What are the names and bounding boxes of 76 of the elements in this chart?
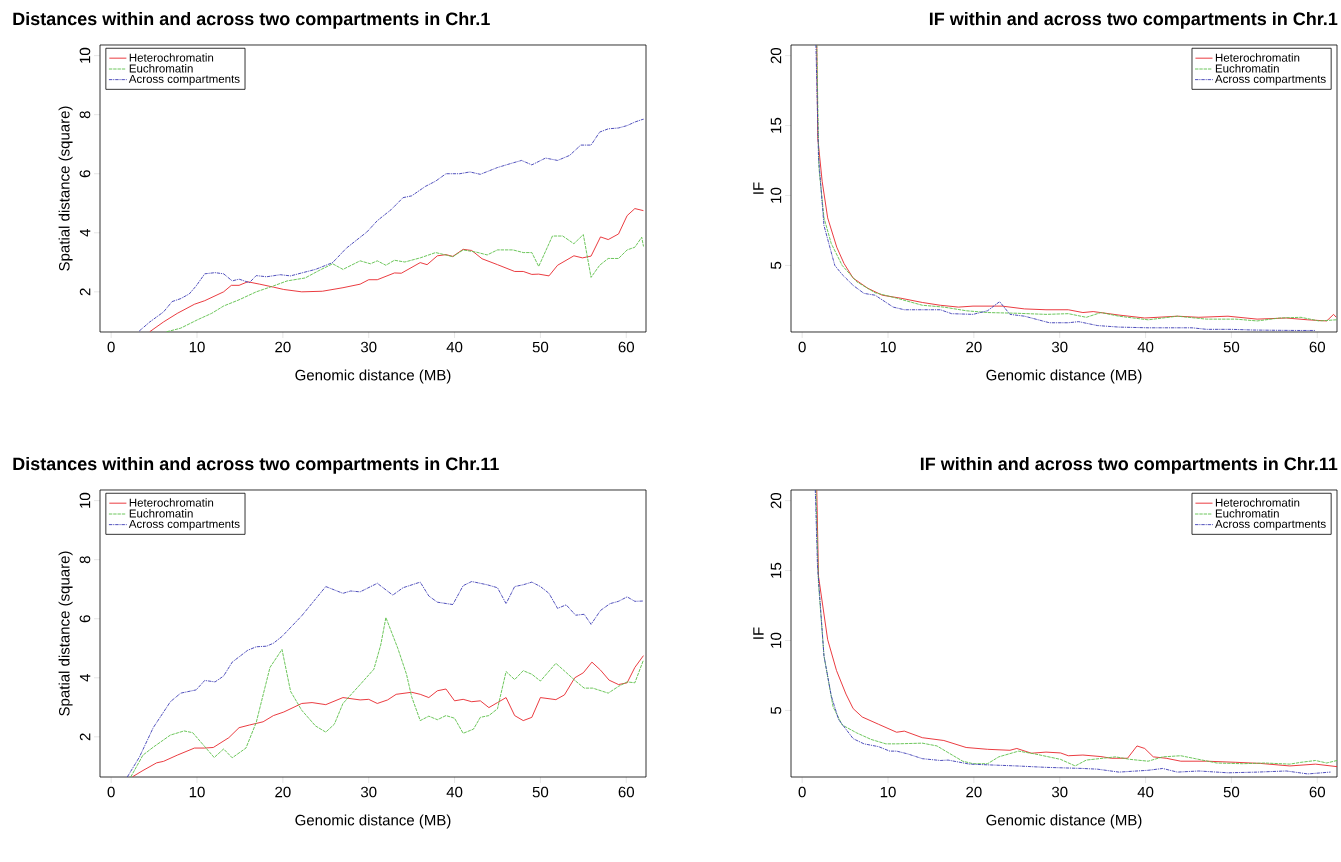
legend-label: Euchromatin (129, 509, 193, 518)
y-tick-label: 4 (79, 229, 91, 237)
legend-label: Across compartments (1214, 519, 1326, 531)
y-axis-title: IF (753, 627, 764, 639)
y-tick-label: 5 (770, 706, 782, 714)
x-tick-label: 60 (1309, 341, 1326, 353)
chart-title: Distances within and across two compartments in Chr.11 (13, 457, 499, 474)
chart-title: IF within and across two compartments in Chr.11 (920, 457, 1338, 474)
y-tick-label: 4 (79, 674, 91, 682)
x-tick-label: 40 (446, 786, 463, 798)
x-axis-title: Genomic distance (MB) (986, 814, 1142, 829)
legend-label: Heterochromatin (129, 498, 214, 507)
x-tick-label: 50 (532, 786, 549, 798)
y-tick-label: 6 (79, 615, 91, 623)
y-axis-title: Spatial distance (square) (58, 551, 73, 716)
y-tick-label: 20 (770, 492, 782, 509)
y-tick-label: 2 (79, 733, 91, 741)
legend-label: Euchromatin (129, 64, 193, 73)
x-axis-title: Genomic distance (MB) (295, 814, 451, 829)
y-tick-label: 15 (770, 117, 782, 133)
y-tick-label: 8 (79, 111, 91, 119)
y-axis-title: IF (753, 182, 764, 194)
line-series (166, 234, 644, 332)
legend-label: Heterochromatin (1215, 53, 1300, 62)
y-tick-label: 2 (79, 288, 91, 296)
x-tick-label: 10 (880, 786, 896, 798)
x-tick-label: 20 (275, 786, 291, 798)
y-tick-label: 10 (79, 47, 91, 63)
x-tick-label: 0 (107, 786, 115, 798)
x-tick-label: 30 (1051, 786, 1068, 798)
x-tick-label: 20 (966, 341, 982, 353)
legend-label: Heterochromatin (1215, 498, 1300, 507)
y-axis-title: Spatial distance (square) (58, 106, 73, 271)
x-tick-label: 40 (446, 341, 463, 353)
y-tick-label: 8 (79, 556, 91, 564)
y-tick-label: 10 (770, 187, 782, 203)
x-tick-label: 30 (360, 786, 377, 798)
x-tick-label: 40 (1137, 341, 1154, 353)
line-series (127, 581, 644, 777)
line-series (132, 655, 644, 777)
legend-label: Across compartments (1214, 74, 1326, 86)
legend-label: Euchromatin (1215, 64, 1279, 73)
x-tick-label: 60 (618, 341, 635, 353)
x-tick-label: 50 (1223, 341, 1240, 353)
legend-label: Heterochromatin (129, 53, 214, 62)
chart-title: Distances within and across two compartments in Chr.1 (13, 12, 490, 29)
x-tick-label: 50 (1223, 786, 1240, 798)
x-tick-label: 10 (189, 341, 205, 353)
x-tick-label: 0 (798, 786, 806, 798)
chart-title: IF within and across two compartments in Chr.1 (929, 12, 1338, 29)
y-tick-label: 15 (770, 562, 782, 578)
legend-label: Across compartments (128, 74, 240, 86)
line-series (130, 617, 644, 777)
x-tick-label: 30 (1051, 341, 1068, 353)
x-tick-label: 0 (798, 341, 806, 353)
x-tick-label: 10 (189, 786, 205, 798)
y-tick-label: 5 (770, 261, 782, 269)
x-tick-label: 0 (107, 341, 115, 353)
legend-label: Euchromatin (1215, 509, 1279, 518)
x-tick-label: 30 (360, 341, 377, 353)
y-tick-label: 10 (770, 632, 782, 648)
y-tick-label: 10 (79, 492, 91, 508)
x-tick-label: 60 (1309, 786, 1326, 798)
x-tick-label: 10 (880, 341, 896, 353)
x-tick-label: 20 (966, 786, 982, 798)
y-tick-label: 20 (770, 47, 782, 64)
legend-label: Across compartments (128, 519, 240, 531)
x-axis-title: Genomic distance (MB) (986, 369, 1142, 384)
y-tick-label: 6 (79, 170, 91, 178)
line-series (149, 208, 644, 332)
x-tick-label: 60 (618, 786, 635, 798)
x-axis-title: Genomic distance (MB) (295, 369, 451, 384)
x-tick-label: 40 (1137, 786, 1154, 798)
x-tick-label: 20 (275, 341, 291, 353)
x-tick-label: 50 (532, 341, 549, 353)
line-series (139, 118, 644, 332)
